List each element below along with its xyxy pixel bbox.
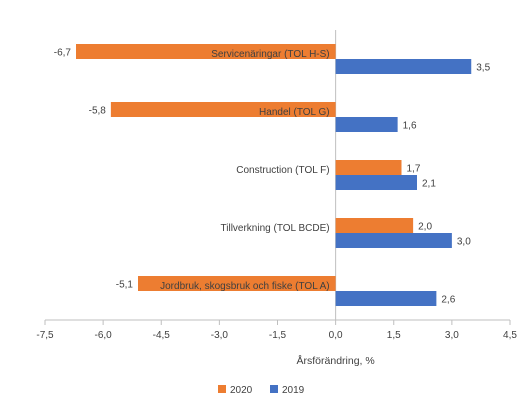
value-label: 2,1 xyxy=(422,179,436,190)
x-tick-label: -3,0 xyxy=(211,330,229,341)
x-tick-label: 4,5 xyxy=(503,330,517,341)
category-label: Tillverkning (TOL BCDE) xyxy=(221,223,330,234)
bar-2020 xyxy=(138,276,336,291)
x-tick-label: 0,0 xyxy=(329,330,343,341)
value-label: 3,0 xyxy=(457,237,471,248)
category-label: Servicenäringar (TOL H-S) xyxy=(211,49,329,60)
value-label: 3,5 xyxy=(476,63,490,74)
x-tick-label: -6,0 xyxy=(95,330,113,341)
value-label: -5,8 xyxy=(89,106,107,117)
bar-2020 xyxy=(110,102,336,117)
bar-2020 xyxy=(335,160,402,175)
legend-swatch-2019 xyxy=(270,385,278,393)
x-tick-label: -4,5 xyxy=(153,330,171,341)
bar-2019 xyxy=(335,175,417,190)
bar-2019 xyxy=(335,117,398,132)
value-label: 1,7 xyxy=(407,164,421,175)
bar-2019 xyxy=(335,59,472,74)
x-tick-label: 1,5 xyxy=(387,330,401,341)
x-tick-label: 3,0 xyxy=(445,330,459,341)
bar-2020 xyxy=(335,218,414,233)
value-label: 2,0 xyxy=(418,222,432,233)
value-label: 1,6 xyxy=(403,121,417,132)
bar-2019 xyxy=(335,291,437,306)
value-label: -6,7 xyxy=(54,48,72,59)
value-label: -5,1 xyxy=(116,280,134,291)
category-label: Construction (TOL F) xyxy=(236,165,329,176)
x-tick-label: -1,5 xyxy=(269,330,287,341)
x-tick-label: -7,5 xyxy=(36,330,54,341)
category-label: Jordbruk, skogsbruk och fiske (TOL A) xyxy=(160,281,330,292)
bar-2020 xyxy=(76,44,336,59)
category-label: Handel (TOL G) xyxy=(259,107,330,118)
legend-label: 2019 xyxy=(282,385,305,396)
x-axis-title: Årsförändring, % xyxy=(297,354,375,367)
value-label: 2,6 xyxy=(441,295,455,306)
legend-label: 2020 xyxy=(230,385,253,396)
bar-2019 xyxy=(335,233,452,248)
legend-swatch-2020 xyxy=(218,385,226,393)
